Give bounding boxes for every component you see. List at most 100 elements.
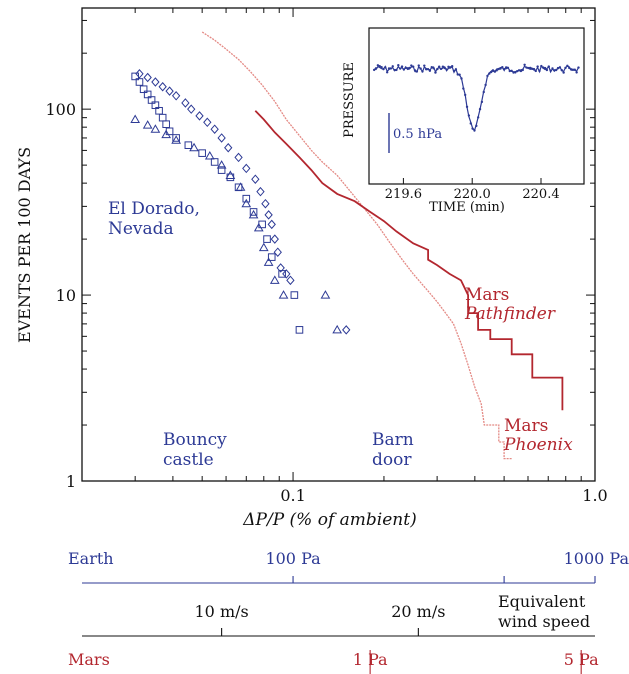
inset-point	[527, 66, 530, 70]
inset-point	[443, 66, 446, 70]
point-square	[267, 253, 276, 261]
series-mars-phoenix	[201, 31, 512, 460]
annotation-el-dorado: El Dorado, Nevada	[108, 199, 205, 239]
point-triangle	[278, 290, 289, 299]
point-square	[147, 96, 156, 104]
inset-point	[564, 66, 567, 70]
main-plot-frame	[81, 7, 596, 482]
inset-axis-ticks: 219.6 220.0 220.4	[385, 178, 560, 202]
point-square	[295, 326, 304, 334]
point-triangle	[332, 324, 343, 334]
inset-x-tick-label: 219.6	[385, 187, 422, 202]
point-triangle	[320, 290, 331, 299]
mars-scale-label: Mars	[68, 650, 110, 669]
point-triangle	[269, 275, 280, 284]
point-diamond	[135, 69, 144, 79]
inset-point	[510, 69, 513, 73]
inset-y-axis-label: PRESSURE	[342, 62, 357, 138]
inset-point	[473, 129, 476, 132]
wind-scale-ticks: 10 m/s 20 m/s	[195, 602, 445, 636]
point-diamond	[224, 142, 233, 153]
point-square	[263, 235, 271, 243]
y-axis-label: EVENTS PER 100 DAYS	[15, 147, 34, 343]
point-diamond	[171, 91, 181, 101]
inset-point	[530, 67, 534, 71]
inset-point	[501, 66, 504, 69]
inset-point	[467, 114, 471, 117]
earth-scale-label: Earth	[68, 549, 114, 568]
inset-point	[508, 69, 511, 73]
inset-point	[463, 93, 467, 97]
point-square	[210, 158, 219, 166]
inset-point	[415, 70, 419, 73]
inset-point	[571, 68, 575, 71]
point-diamond	[143, 72, 152, 83]
inset-point	[413, 69, 417, 72]
point-diamond	[270, 234, 279, 244]
inset-point	[423, 64, 426, 67]
inset-point	[568, 66, 571, 70]
inset-point	[387, 67, 391, 70]
inset-point	[575, 71, 578, 74]
inset-point	[504, 67, 508, 70]
inset-point	[436, 67, 439, 71]
inset-point	[424, 68, 428, 71]
point-diamond	[234, 152, 243, 163]
point-diamond	[256, 186, 265, 197]
inset-point	[419, 67, 422, 70]
inset-point	[536, 65, 539, 68]
main-axis-ticks: 1 10 100 0.1 1.0	[45, 8, 608, 505]
annotation-bouncy-castle: Bouncy castle	[163, 430, 232, 470]
point-triangle	[171, 135, 181, 144]
inset-point	[514, 71, 517, 74]
inset-point	[502, 67, 506, 71]
inset-point	[547, 65, 550, 68]
inset-point	[465, 105, 469, 109]
inset-point	[475, 124, 478, 128]
inset-point	[417, 64, 420, 67]
point-triangle	[235, 182, 246, 191]
inset-point	[549, 69, 552, 72]
inset-point	[411, 65, 415, 68]
point-triangle	[248, 209, 259, 219]
inset-point	[534, 69, 537, 73]
inset-point	[439, 67, 443, 71]
inset-point	[460, 77, 463, 80]
inset-point	[384, 66, 387, 69]
inset-point	[493, 70, 497, 73]
point-diamond	[203, 117, 212, 128]
earth-scale-ticks: 100 Pa 1000 Pa	[265, 549, 629, 583]
point-square	[258, 220, 266, 229]
inset-point	[506, 66, 510, 69]
inset-point	[532, 67, 536, 71]
mars-scale: Mars 1 Pa 5 Pa	[68, 650, 599, 674]
inset-point	[406, 67, 409, 70]
inset-point	[577, 66, 580, 69]
point-square	[158, 113, 167, 122]
inset-pressure-points	[372, 63, 580, 132]
inset-point	[456, 73, 459, 76]
inset-point	[558, 66, 562, 69]
point-diamond	[282, 269, 291, 279]
inset-point	[398, 67, 402, 70]
inset-point	[476, 116, 480, 119]
y-tick-label: 10	[56, 286, 76, 305]
point-square	[242, 194, 251, 203]
inset-point	[488, 72, 491, 75]
point-square	[184, 141, 193, 149]
inset-point	[378, 65, 381, 68]
inset-point	[374, 67, 378, 70]
inset-point	[469, 122, 472, 125]
mars-scale-ticks: 1 Pa 5 Pa	[353, 650, 599, 674]
inset-point	[434, 71, 437, 74]
point-diamond	[158, 81, 167, 92]
wind-scale-label: Equivalent wind speed	[498, 592, 590, 631]
inset-point	[421, 70, 424, 73]
inset-point	[393, 68, 396, 72]
inset-scale-bar-label: 0.5 hPa	[393, 127, 442, 142]
inset-point	[553, 69, 556, 72]
point-diamond	[267, 219, 276, 230]
point-square	[217, 166, 226, 174]
inset-point	[382, 67, 385, 71]
inset-point	[458, 73, 461, 76]
